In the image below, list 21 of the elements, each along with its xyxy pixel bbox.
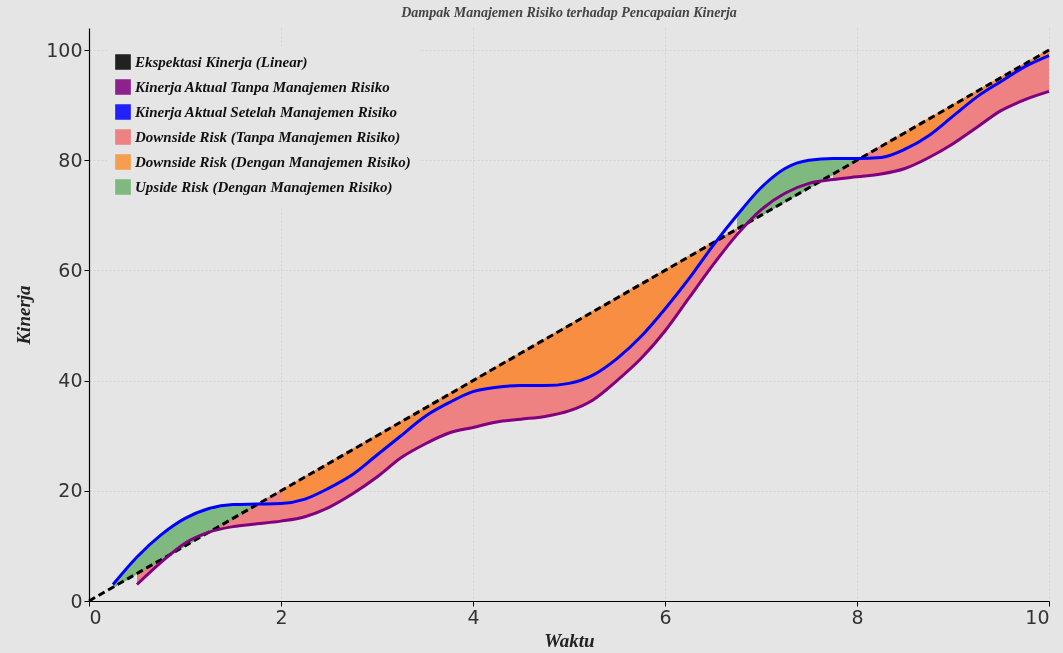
y-tick-label: 40 bbox=[58, 369, 83, 392]
y-tick-label: 60 bbox=[58, 258, 83, 281]
legend-label: Kinerja Aktual Setelah Manajemen Risiko bbox=[134, 104, 397, 120]
x-tick-label: 8 bbox=[851, 605, 864, 628]
x-tick-label: 10 bbox=[1025, 605, 1050, 628]
legend-label: Downside Risk (Tanpa Manajemen Risiko) bbox=[134, 129, 401, 146]
x-tick-label: 2 bbox=[275, 605, 288, 628]
y-tick-label: 20 bbox=[58, 479, 83, 502]
y-tick-label: 0 bbox=[70, 589, 83, 612]
legend-label: Kinerja Aktual Tanpa Manajemen Risiko bbox=[134, 79, 390, 95]
legend-label: Upside Risk (Dengan Manajemen Risiko) bbox=[135, 179, 393, 196]
y-tick-label: 80 bbox=[58, 148, 83, 171]
chart-title: Dampak Manajemen Risiko terhadap Pencapaian Kinerja bbox=[400, 5, 737, 20]
x-axis-title: Waktu bbox=[544, 629, 595, 651]
x-tick-label: 4 bbox=[467, 605, 480, 628]
y-tick-label: 100 bbox=[46, 38, 83, 61]
legend-label: Ekspektasi Kinerja (Linear) bbox=[134, 54, 308, 71]
x-tick-label: 6 bbox=[659, 605, 672, 628]
x-tick-label: 0 bbox=[89, 605, 102, 628]
legend-label: Downside Risk (Dengan Manajemen Risiko) bbox=[134, 154, 411, 171]
y-axis-title: Kinerja bbox=[13, 284, 35, 346]
